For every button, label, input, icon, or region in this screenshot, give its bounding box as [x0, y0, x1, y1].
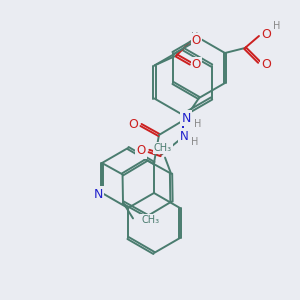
Text: N: N [181, 112, 191, 124]
Text: O: O [261, 58, 271, 70]
Text: CH₃: CH₃ [154, 142, 172, 153]
Text: O: O [192, 58, 201, 71]
Text: O: O [192, 34, 201, 47]
Text: H: H [194, 119, 202, 129]
Text: N: N [180, 130, 188, 142]
Text: H: H [273, 21, 280, 31]
Text: N: N [93, 188, 103, 200]
Text: O: O [128, 118, 138, 130]
Text: CH₃: CH₃ [141, 215, 159, 225]
Text: O: O [261, 28, 271, 41]
Text: H: H [191, 32, 198, 41]
Text: H: H [191, 137, 199, 147]
Text: O: O [136, 145, 146, 158]
